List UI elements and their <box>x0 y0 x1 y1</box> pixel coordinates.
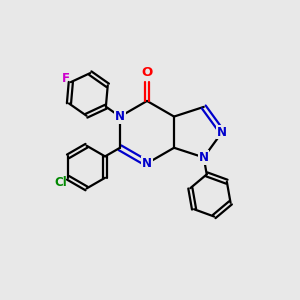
Text: F: F <box>61 72 70 85</box>
Text: O: O <box>141 66 153 79</box>
Text: Cl: Cl <box>54 176 67 189</box>
Text: N: N <box>115 110 125 123</box>
Text: N: N <box>199 151 209 164</box>
Text: N: N <box>142 157 152 170</box>
Text: N: N <box>217 126 227 139</box>
